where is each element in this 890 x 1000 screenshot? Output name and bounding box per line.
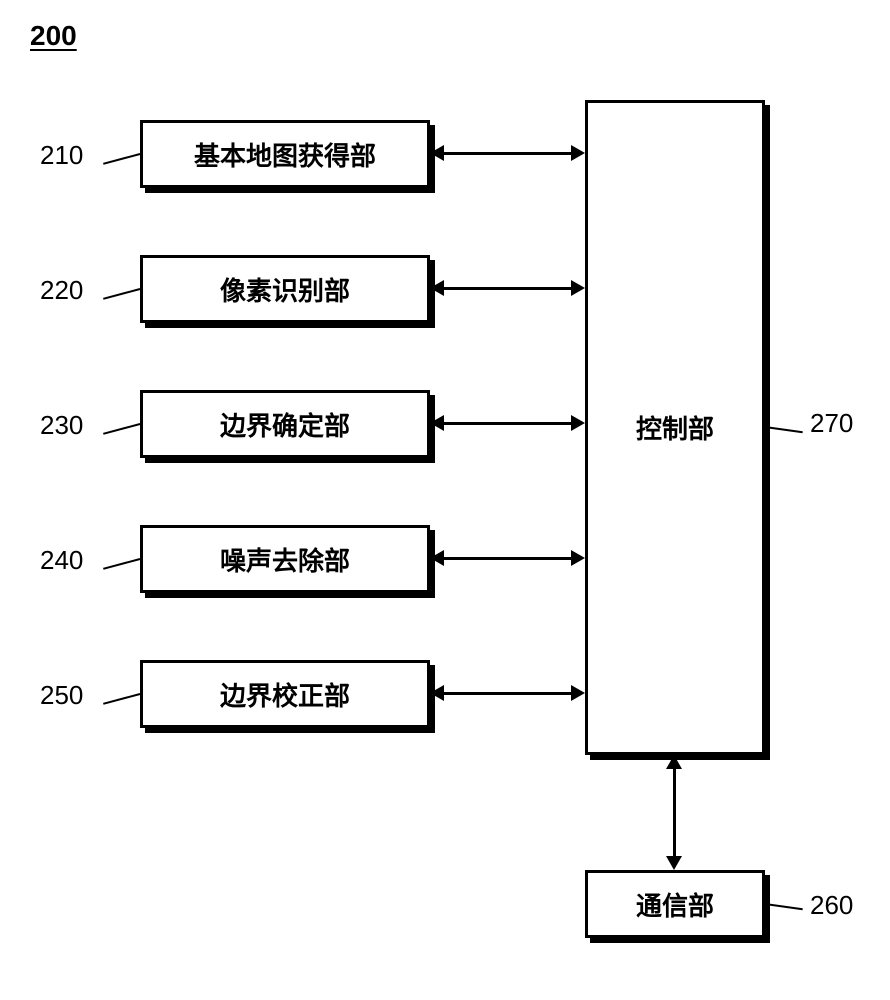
arrow-230-head-r bbox=[571, 415, 585, 431]
arrow-ctrl-comm-line bbox=[673, 769, 676, 856]
box-240: 噪声去除部 bbox=[140, 525, 430, 593]
arrow-250-head-l bbox=[430, 685, 444, 701]
comm-box-label: 通信部 bbox=[636, 886, 714, 923]
leader-250 bbox=[103, 693, 140, 705]
leader-270 bbox=[765, 426, 803, 433]
arrow-230-line bbox=[444, 422, 571, 425]
ref-270: 270 bbox=[810, 408, 853, 439]
box-220-label: 像素识别部 bbox=[220, 271, 350, 308]
arrow-ctrl-comm-head-d bbox=[666, 856, 682, 870]
ref-230: 230 bbox=[40, 410, 83, 441]
diagram-ref-200: 200 bbox=[30, 20, 77, 52]
arrow-220-head-l bbox=[430, 280, 444, 296]
arrow-250-head-r bbox=[571, 685, 585, 701]
arrow-250-line bbox=[444, 692, 571, 695]
ref-240: 240 bbox=[40, 545, 83, 576]
leader-240 bbox=[103, 558, 140, 570]
box-240-label: 噪声去除部 bbox=[220, 541, 350, 578]
control-box-label: 控制部 bbox=[636, 409, 714, 446]
ref-260: 260 bbox=[810, 890, 853, 921]
arrow-ctrl-comm-head-u bbox=[666, 755, 682, 769]
leader-230 bbox=[103, 423, 140, 435]
box-220: 像素识别部 bbox=[140, 255, 430, 323]
arrow-230-head-l bbox=[430, 415, 444, 431]
arrow-220-line bbox=[444, 287, 571, 290]
box-250-label: 边界校正部 bbox=[220, 676, 350, 713]
diagram-canvas: 200 控制部 270 基本地图获得部 210 像素识别部 220 边界确定部 … bbox=[0, 0, 890, 1000]
leader-210 bbox=[103, 153, 140, 165]
ref-220: 220 bbox=[40, 275, 83, 306]
leader-220 bbox=[103, 288, 140, 300]
arrow-240-head-r bbox=[571, 550, 585, 566]
box-210: 基本地图获得部 bbox=[140, 120, 430, 188]
ref-210: 210 bbox=[40, 140, 83, 171]
leader-260 bbox=[765, 903, 803, 910]
arrow-210-head-l bbox=[430, 145, 444, 161]
arrow-220-head-r bbox=[571, 280, 585, 296]
comm-box: 通信部 bbox=[585, 870, 765, 938]
arrow-240-line bbox=[444, 557, 571, 560]
box-230: 边界确定部 bbox=[140, 390, 430, 458]
box-210-label: 基本地图获得部 bbox=[194, 136, 376, 173]
box-230-label: 边界确定部 bbox=[220, 406, 350, 443]
ref-250: 250 bbox=[40, 680, 83, 711]
arrow-210-line bbox=[444, 152, 571, 155]
box-250: 边界校正部 bbox=[140, 660, 430, 728]
arrow-210-head-r bbox=[571, 145, 585, 161]
arrow-240-head-l bbox=[430, 550, 444, 566]
control-box: 控制部 bbox=[585, 100, 765, 755]
